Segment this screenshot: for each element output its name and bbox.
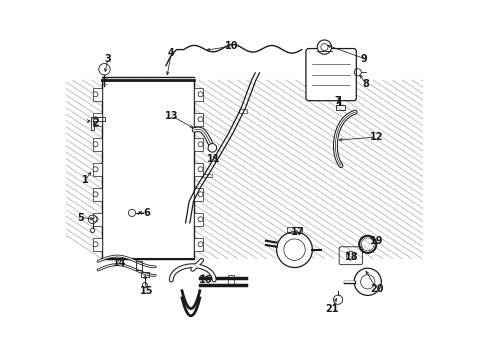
- Bar: [135, 261, 142, 270]
- Circle shape: [198, 192, 203, 197]
- Text: 14: 14: [113, 258, 126, 268]
- Bar: [102, 80, 194, 258]
- Bar: [93, 88, 102, 101]
- Circle shape: [198, 167, 203, 172]
- Circle shape: [198, 217, 203, 222]
- Bar: [194, 188, 203, 201]
- Bar: [102, 80, 194, 258]
- Text: 11: 11: [207, 154, 221, 163]
- Text: 4: 4: [167, 48, 174, 58]
- Bar: [287, 227, 301, 233]
- Circle shape: [353, 268, 381, 296]
- Circle shape: [93, 117, 98, 122]
- Text: 1: 1: [82, 175, 89, 185]
- Text: 20: 20: [369, 284, 383, 294]
- Bar: [93, 213, 102, 226]
- Bar: [203, 174, 211, 177]
- Circle shape: [93, 192, 98, 197]
- Text: 17: 17: [291, 227, 304, 237]
- Bar: [194, 163, 203, 176]
- Circle shape: [198, 242, 203, 247]
- Bar: [335, 105, 344, 111]
- Circle shape: [93, 142, 98, 147]
- Text: 3: 3: [104, 54, 111, 64]
- Circle shape: [93, 92, 98, 97]
- Bar: [93, 238, 102, 251]
- Bar: [194, 238, 203, 251]
- FancyBboxPatch shape: [305, 49, 356, 101]
- Bar: [228, 275, 233, 285]
- Circle shape: [93, 217, 98, 222]
- Bar: [93, 163, 102, 176]
- Circle shape: [317, 40, 331, 54]
- Text: 5: 5: [77, 212, 83, 222]
- Text: 19: 19: [369, 236, 383, 246]
- Text: 2: 2: [92, 118, 99, 128]
- Bar: [194, 213, 203, 226]
- Circle shape: [276, 232, 312, 267]
- Text: 9: 9: [360, 54, 367, 64]
- Bar: [141, 272, 148, 277]
- Circle shape: [207, 144, 216, 152]
- Bar: [93, 188, 102, 201]
- Bar: [194, 138, 203, 151]
- Text: 7: 7: [333, 96, 340, 107]
- Circle shape: [93, 167, 98, 172]
- Bar: [93, 113, 102, 126]
- Circle shape: [198, 142, 203, 147]
- Text: 16: 16: [198, 275, 211, 285]
- Text: 10: 10: [225, 41, 238, 51]
- Circle shape: [198, 117, 203, 122]
- Text: 8: 8: [362, 78, 368, 89]
- Bar: [194, 113, 203, 126]
- Text: 18: 18: [344, 252, 358, 262]
- Text: 15: 15: [139, 286, 153, 296]
- Text: 6: 6: [142, 208, 149, 218]
- Bar: [194, 88, 203, 101]
- Circle shape: [198, 92, 203, 97]
- Text: 12: 12: [369, 132, 383, 142]
- Bar: [93, 138, 102, 151]
- Text: 21: 21: [325, 303, 338, 314]
- Text: 13: 13: [164, 111, 178, 121]
- Bar: [238, 109, 247, 113]
- Circle shape: [93, 242, 98, 247]
